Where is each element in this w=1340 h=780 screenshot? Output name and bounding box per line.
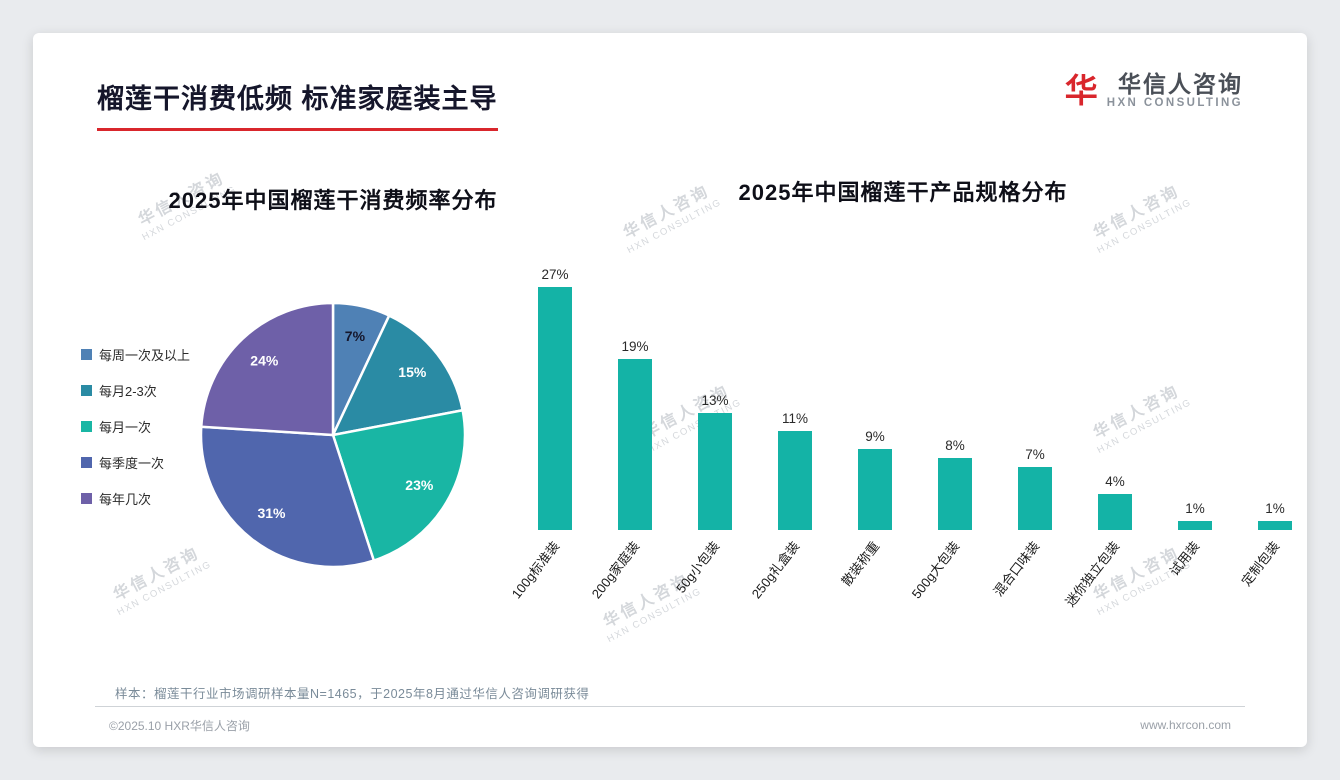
sample-note: 样本：榴莲干行业市场调研样本量N=1465，于2025年8月通过华信人咨询调研获… xyxy=(115,687,590,701)
bar xyxy=(778,431,812,530)
legend-label: 每季度一次 xyxy=(99,456,165,471)
legend-swatch xyxy=(81,421,92,432)
pie-value-label: 24% xyxy=(250,353,279,369)
bar-category-label: 迷你独立包装 xyxy=(1063,539,1123,610)
bar xyxy=(1098,494,1132,530)
legend-label: 每月一次 xyxy=(99,420,152,435)
legend-label: 每周一次及以上 xyxy=(99,348,191,363)
pie-slice xyxy=(331,408,467,563)
pie-chart: 7% 15% 23% 31% 24% xyxy=(178,280,488,590)
legend-swatch xyxy=(81,493,92,504)
bar-category-label: 混合口味装 xyxy=(991,539,1043,599)
bar xyxy=(698,413,732,530)
website-link[interactable]: www.hxrcon.com xyxy=(1140,718,1231,732)
legend-swatch xyxy=(81,457,92,468)
bar-value-label: 1% xyxy=(1185,501,1205,516)
bar-category-label: 定制包装 xyxy=(1239,539,1283,589)
bar-category-label: 100g标准装 xyxy=(513,539,562,602)
pie-slice xyxy=(199,425,376,569)
bar xyxy=(618,359,652,530)
bar xyxy=(1258,521,1292,530)
logo-name: 华信人咨询 xyxy=(1118,71,1243,97)
bar-chart: 27% 100g标准装 19% 200g家庭装 13% 50g小包装 11% 250g礼盒装 9… xyxy=(513,245,1303,685)
legend-swatch xyxy=(81,385,92,396)
bar-chart-title: 2025年中国榴莲干产品规格分布 xyxy=(738,180,1068,205)
pie-value-label: 15% xyxy=(398,364,427,380)
bar-value-label: 13% xyxy=(701,393,728,408)
bar xyxy=(538,287,572,530)
bar-value-label: 9% xyxy=(865,429,885,444)
bar xyxy=(1018,467,1052,530)
pie-value-label: 23% xyxy=(405,477,434,493)
legend-swatch xyxy=(81,349,92,360)
slide-card: 华信人咨询 HXN CONSULTING 华信人咨询 HXN CONSULTING 华信… xyxy=(33,33,1307,747)
pie-chart-section: 2025年中国榴莲干消费频率分布 每周一次及以上 每月2-3次 每月一次 每季度一次每… xyxy=(78,183,588,623)
legend-label: 每月2-3次 xyxy=(99,384,157,399)
legend-item: 每季度一次 xyxy=(81,453,190,472)
footer-bar: ©2025.10 HXR华信人咨询 www.hxrcon.com xyxy=(95,706,1245,747)
bar-value-label: 4% xyxy=(1105,474,1125,489)
bar-category-label: 250g礼盒装 xyxy=(749,539,803,602)
bar-category-label: 200g家庭装 xyxy=(589,539,643,602)
legend-item: 每月一次 xyxy=(81,417,190,436)
bar-value-label: 7% xyxy=(1025,447,1045,462)
bar-value-label: 27% xyxy=(541,267,568,282)
bar xyxy=(1178,521,1212,530)
logo-icon: 华 xyxy=(1064,71,1098,109)
legend-item: 每周一次及以上 xyxy=(81,345,190,364)
pie-value-label: 7% xyxy=(345,328,366,344)
bar-value-label: 8% xyxy=(945,438,965,453)
legend-label: 每年几次 xyxy=(99,492,152,507)
bar-category-label: 试用装 xyxy=(1167,539,1203,579)
pie-legend: 每周一次及以上 每月2-3次 每月一次每季度一次每年几次 xyxy=(81,345,190,508)
bar xyxy=(938,458,972,530)
company-logo: 华 华信人咨询 HXN CONSULTING xyxy=(1065,71,1243,109)
copyright-text: ©2025.10 HXR华信人咨询 xyxy=(109,718,250,733)
bar-category-label: 50g小包装 xyxy=(673,539,722,596)
bar-value-label: 19% xyxy=(621,339,648,354)
bar-category-label: 散装称重 xyxy=(839,539,883,589)
pie-value-label: 31% xyxy=(257,505,286,521)
bar-chart-section: 2025年中国榴莲干产品规格分布 27% 100g标准装 19% 200g家庭装 13%… xyxy=(503,175,1303,705)
bar xyxy=(858,449,892,530)
bar-value-label: 1% xyxy=(1265,501,1285,516)
logo-subtitle: HXN CONSULTING xyxy=(1106,97,1243,110)
page-title: 榴莲干消费低频 标准家庭装主导 xyxy=(97,77,498,131)
pie-slice xyxy=(199,301,335,437)
bar-value-label: 11% xyxy=(782,411,808,426)
pie-slice xyxy=(330,313,465,437)
bar-category-label: 500g大包装 xyxy=(909,539,963,602)
legend-item: 每月2-3次 xyxy=(81,381,190,400)
legend-item: 每年几次 xyxy=(81,489,190,508)
pie-chart-title: 2025年中国榴莲干消费频率分布 xyxy=(168,188,498,213)
